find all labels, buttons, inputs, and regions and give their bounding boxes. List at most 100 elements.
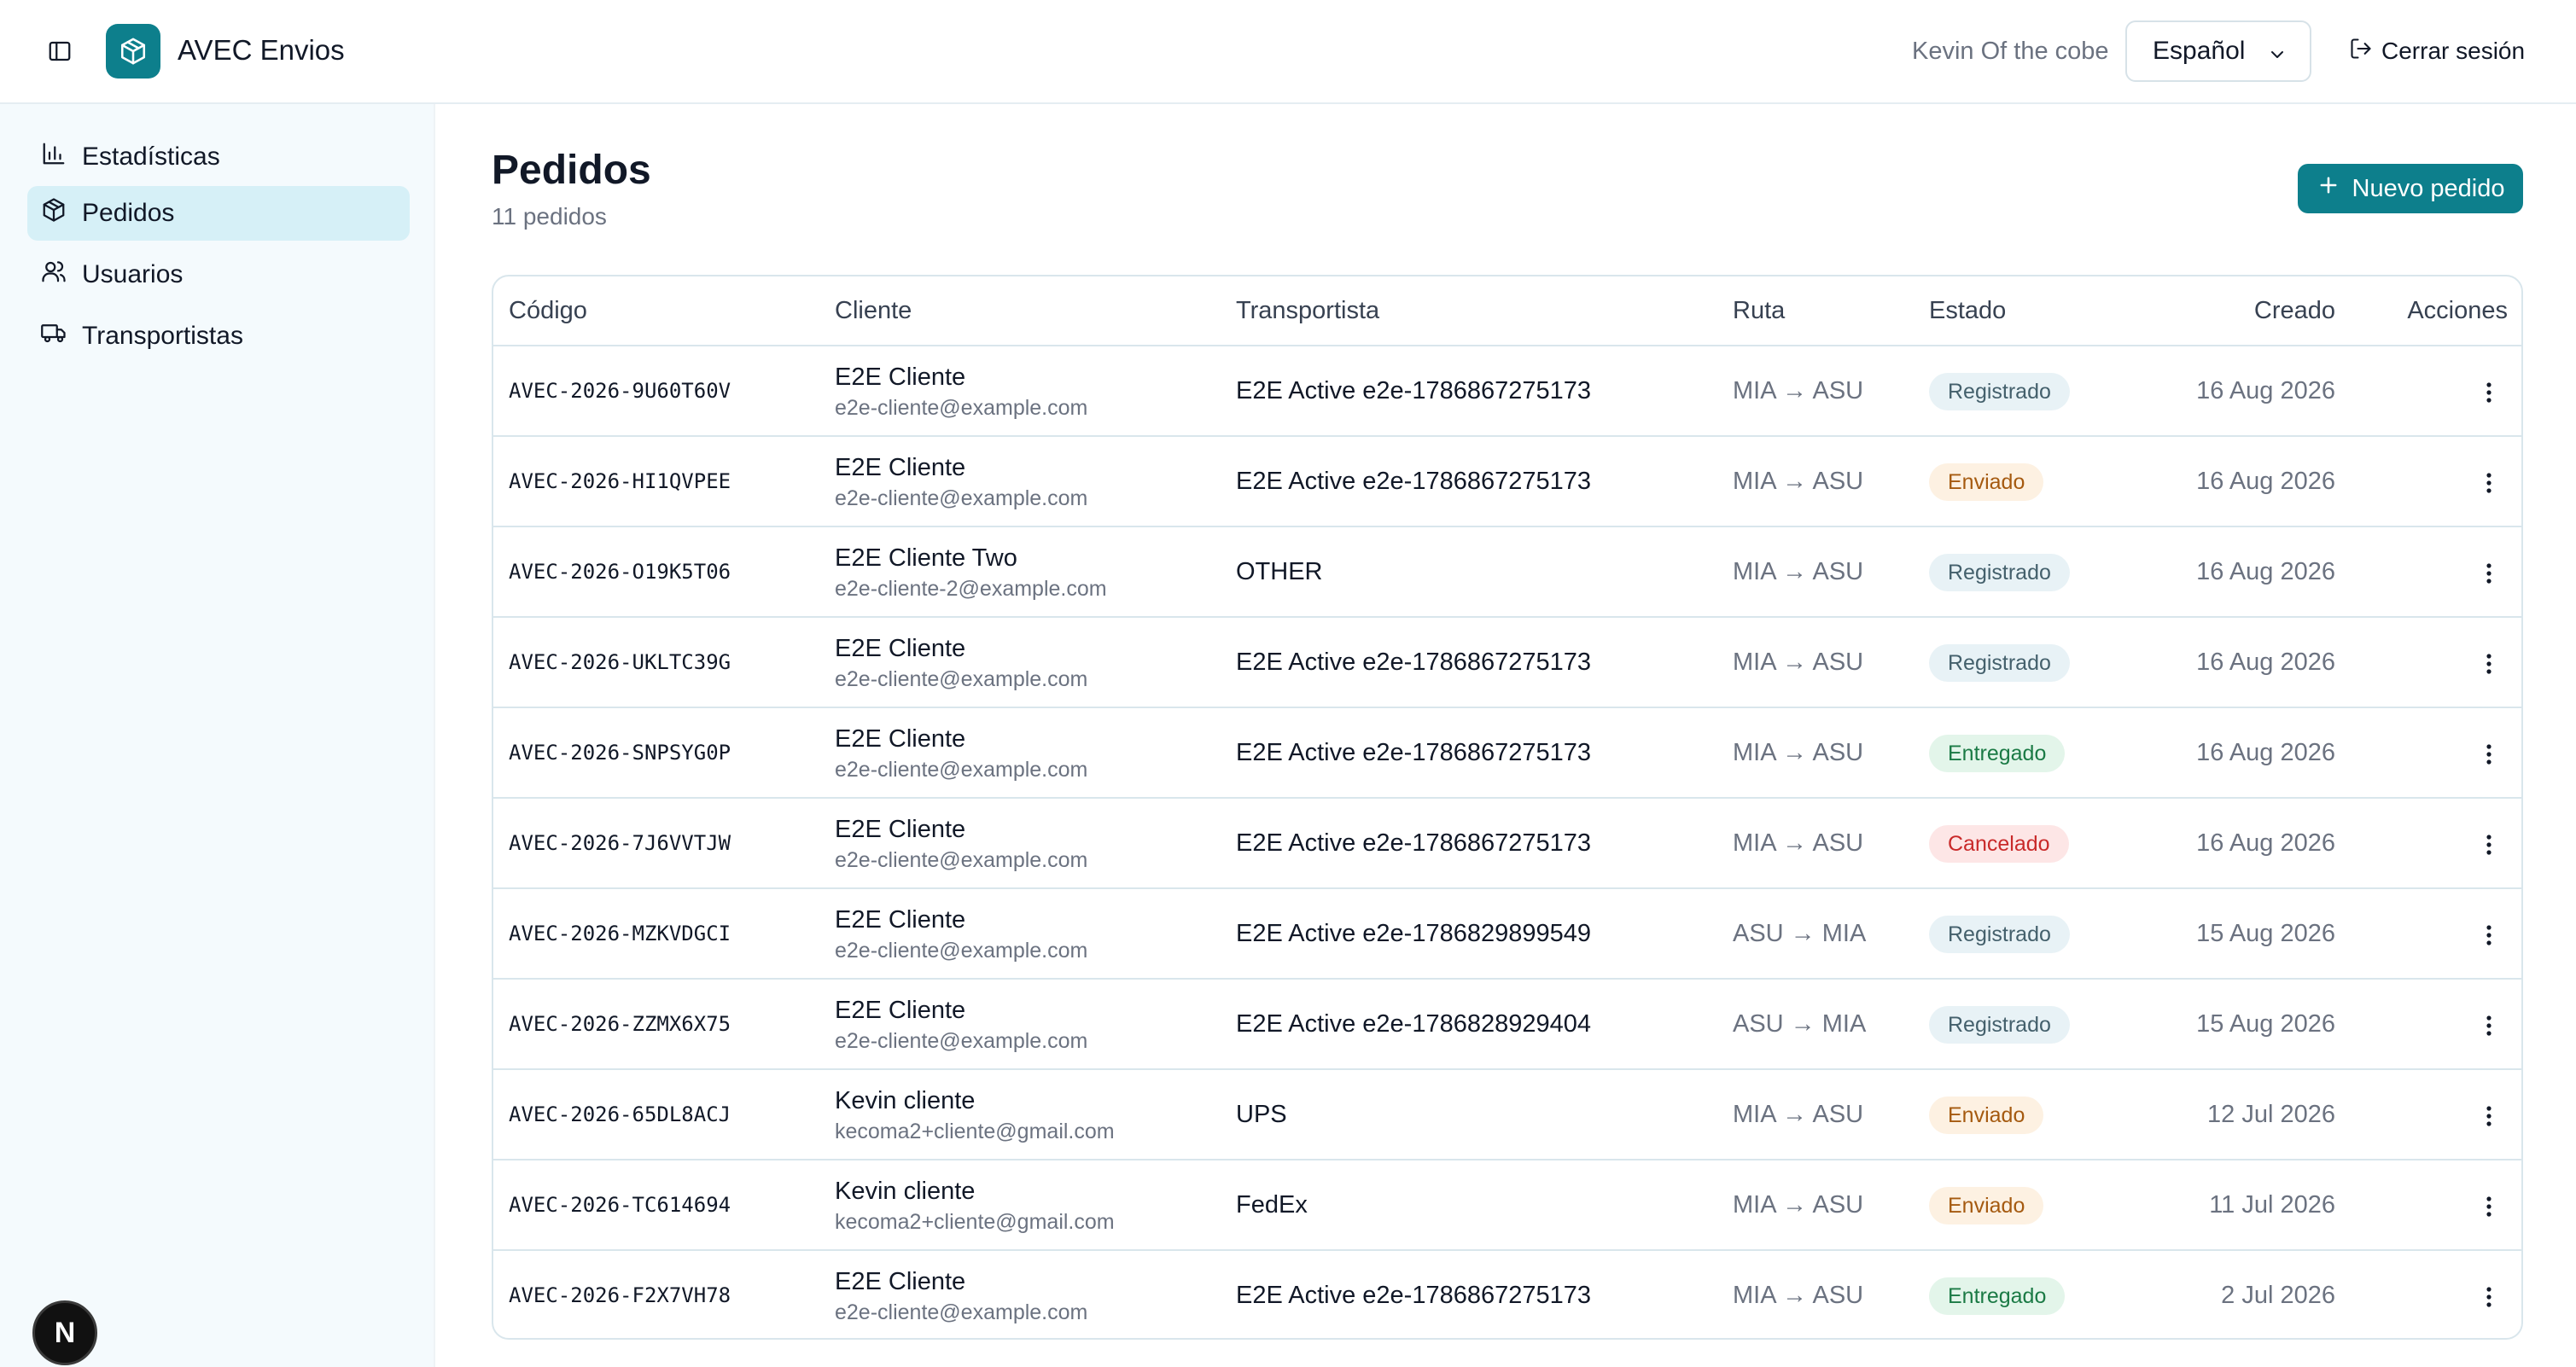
sidebar-item-label: Transportistas (82, 322, 243, 350)
carrier-name: E2E Active e2e-1786867275173 (1236, 739, 1592, 766)
sidebar-toggle-icon[interactable] (46, 38, 73, 65)
app-title: AVEC Envios (178, 34, 345, 66)
chevron-down-icon (2267, 43, 2288, 72)
more-vertical-icon[interactable] (2472, 1009, 2506, 1043)
sidebar-item-usuarios[interactable]: Usuarios (27, 247, 410, 302)
client-email: e2e-cliente@example.com (835, 939, 1088, 963)
header-carrier[interactable]: Transportista (1236, 297, 1380, 324)
status-badge: Enviado (1929, 1187, 2044, 1224)
order-code[interactable]: AVEC-2026-O19K5T06 (509, 560, 731, 584)
more-vertical-icon[interactable] (2472, 737, 2506, 771)
app-logo[interactable] (106, 24, 160, 79)
order-code[interactable]: AVEC-2026-UKLTC39G (509, 650, 731, 674)
client-email: kecoma2+cliente@gmail.com (835, 1120, 1115, 1143)
table-row[interactable]: AVEC-2026-F2X7VH78 E2E Cliente e2e-cliente… (493, 1251, 2521, 1338)
table-row[interactable]: AVEC-2026-7J6VVTJW E2E Cliente e2e-cliente… (493, 799, 2521, 889)
table-row[interactable]: AVEC-2026-HI1QVPEE E2E Cliente e2e-cliente… (493, 437, 2521, 527)
table-row[interactable]: AVEC-2026-O19K5T06 E2E Cliente Two e2e-cli… (493, 527, 2521, 618)
client-email: e2e-cliente@example.com (835, 848, 1088, 872)
status-badge: Entregado (1929, 1277, 2066, 1315)
status-badge: Registrado (1929, 373, 2070, 410)
client-name: E2E Cliente Two (835, 544, 1017, 572)
more-vertical-icon[interactable] (2472, 828, 2506, 862)
order-code[interactable]: AVEC-2026-F2X7VH78 (509, 1283, 731, 1307)
route: MIA → ASU (1733, 1282, 1864, 1309)
route: MIA → ASU (1733, 1191, 1864, 1219)
client-name: E2E Cliente (835, 725, 966, 753)
orders-table: Código Cliente Transportista Ruta Estado… (492, 275, 2523, 1340)
created-date: 15 Aug 2026 (2196, 1010, 2335, 1038)
more-vertical-icon[interactable] (2472, 556, 2506, 590)
more-vertical-icon[interactable] (2472, 1280, 2506, 1314)
users-icon (41, 259, 67, 291)
order-code[interactable]: AVEC-2026-65DL8ACJ (509, 1102, 731, 1126)
header-code[interactable]: Código (509, 297, 587, 324)
table-row[interactable]: AVEC-2026-ZZMX6X75 E2E Cliente e2e-cliente… (493, 980, 2521, 1070)
client-name: E2E Cliente (835, 635, 966, 662)
order-code[interactable]: AVEC-2026-HI1QVPEE (509, 469, 731, 493)
more-vertical-icon[interactable] (2472, 647, 2506, 681)
more-vertical-icon[interactable] (2472, 1099, 2506, 1133)
logout-button[interactable]: Cerrar sesión (2349, 34, 2525, 68)
order-code[interactable]: AVEC-2026-ZZMX6X75 (509, 1012, 731, 1036)
more-vertical-icon[interactable] (2472, 466, 2506, 500)
route: MIA → ASU (1733, 468, 1864, 495)
carrier-name: E2E Active e2e-1786867275173 (1236, 468, 1592, 495)
header-actions: Acciones (2407, 297, 2508, 324)
route: MIA → ASU (1733, 739, 1864, 766)
carrier-name: E2E Active e2e-1786867275173 (1236, 829, 1592, 857)
sidebar-item-pedidos[interactable]: Pedidos (27, 186, 410, 241)
carrier-name: FedEx (1236, 1191, 1308, 1219)
table-row[interactable]: AVEC-2026-TC614694 Kevin cliente kecoma2+c… (493, 1160, 2521, 1251)
status-badge: Cancelado (1929, 825, 2069, 863)
created-date: 16 Aug 2026 (2196, 558, 2335, 585)
client-email: kecoma2+cliente@gmail.com (835, 1210, 1115, 1234)
client-email: e2e-cliente@example.com (835, 486, 1088, 510)
sidebar-item-label: Pedidos (82, 199, 175, 227)
status-badge: Registrado (1929, 916, 2070, 953)
table-row[interactable]: AVEC-2026-MZKVDGCI E2E Cliente e2e-cliente… (493, 889, 2521, 980)
created-date: 16 Aug 2026 (2196, 377, 2335, 404)
sidebar-item-estadisticas[interactable]: Estadísticas (27, 130, 410, 184)
carrier-name: UPS (1236, 1101, 1287, 1128)
header-created[interactable]: Creado (2253, 297, 2335, 324)
route: MIA → ASU (1733, 829, 1864, 857)
status-badge: Entregado (1929, 735, 2066, 772)
client-email: e2e-cliente@example.com (835, 396, 1088, 420)
dev-tools-badge[interactable]: N (32, 1300, 97, 1365)
table-row[interactable]: AVEC-2026-SNPSYG0P E2E Cliente e2e-cliente… (493, 708, 2521, 799)
sidebar-item-transportistas[interactable]: Transportistas (27, 309, 410, 364)
new-order-button[interactable]: Nuevo pedido (2298, 164, 2523, 213)
language-select-value: Español (2153, 37, 2246, 65)
language-select[interactable]: Español (2125, 20, 2311, 82)
truck-icon (41, 320, 67, 352)
status-badge: Enviado (1929, 1097, 2044, 1134)
page-subtitle: 11 pedidos (492, 203, 607, 230)
created-date: 2 Jul 2026 (2221, 1282, 2335, 1309)
table-row[interactable]: AVEC-2026-65DL8ACJ Kevin cliente kecoma2+c… (493, 1070, 2521, 1160)
created-date: 15 Aug 2026 (2196, 920, 2335, 947)
header-route[interactable]: Ruta (1733, 297, 1786, 324)
table-header: Código Cliente Transportista Ruta Estado… (493, 276, 2521, 346)
table-row[interactable]: AVEC-2026-9U60T60V E2E Cliente e2e-cliente… (493, 346, 2521, 437)
client-name: E2E Cliente (835, 816, 966, 843)
order-code[interactable]: AVEC-2026-7J6VVTJW (509, 831, 731, 855)
client-name: E2E Cliente (835, 906, 966, 934)
order-code[interactable]: AVEC-2026-TC614694 (509, 1193, 731, 1217)
more-vertical-icon[interactable] (2472, 1190, 2506, 1224)
header-client[interactable]: Cliente (835, 297, 912, 324)
route: ASU → MIA (1733, 1010, 1867, 1038)
table-row[interactable]: AVEC-2026-UKLTC39G E2E Cliente e2e-cliente… (493, 618, 2521, 708)
logout-icon (2349, 37, 2373, 67)
order-code[interactable]: AVEC-2026-SNPSYG0P (509, 741, 731, 765)
more-vertical-icon[interactable] (2472, 918, 2506, 952)
client-email: e2e-cliente-2@example.com (835, 577, 1107, 601)
carrier-name: OTHER (1236, 558, 1323, 585)
header-status[interactable]: Estado (1929, 297, 2007, 324)
order-code[interactable]: AVEC-2026-MZKVDGCI (509, 922, 731, 945)
order-code[interactable]: AVEC-2026-9U60T60V (509, 379, 731, 403)
top-bar: AVEC Envios Kevin Of the cobe Español Ce… (0, 0, 2576, 104)
more-vertical-icon[interactable] (2472, 375, 2506, 410)
sidebar-item-label: Estadísticas (82, 143, 220, 171)
client-name: E2E Cliente (835, 1268, 966, 1295)
